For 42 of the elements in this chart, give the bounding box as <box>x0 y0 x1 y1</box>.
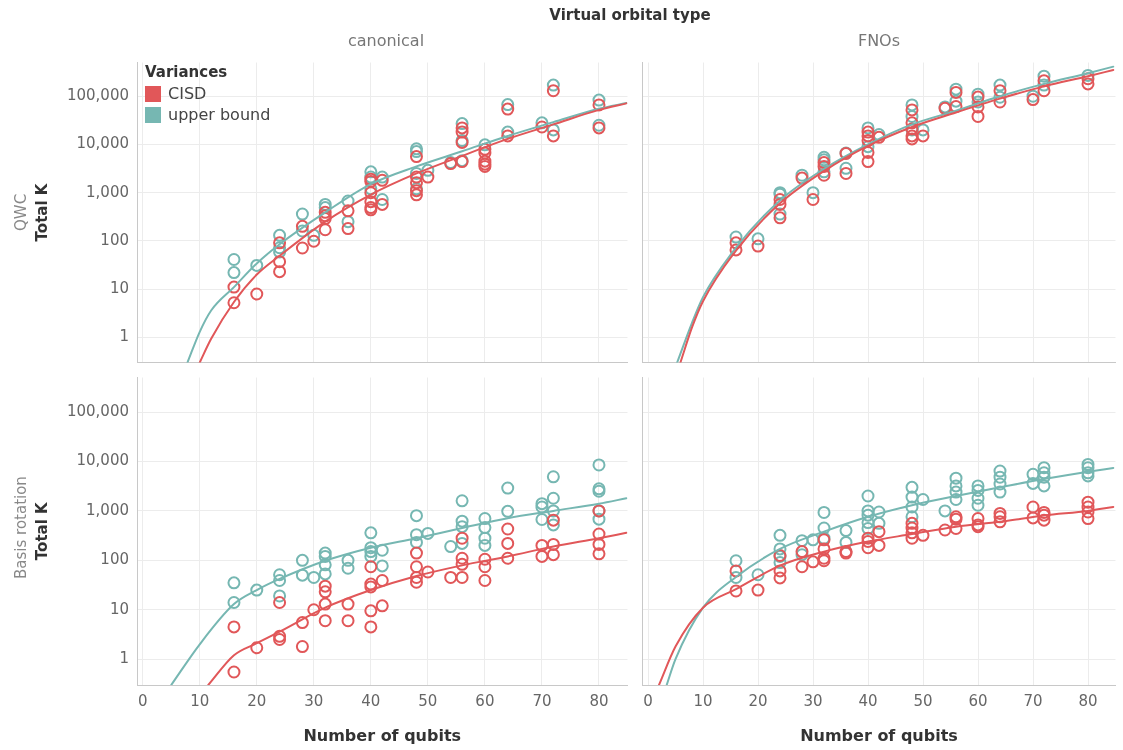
text: QWC <box>12 192 30 234</box>
y-tick-label: 100,000 <box>66 401 129 420</box>
y-tick-label: 10,000 <box>76 134 129 153</box>
x-tick-label: 0 <box>137 691 148 710</box>
x-tick-label: 10 <box>693 691 713 710</box>
y-tick-label: 1,000 <box>86 182 129 201</box>
y-tick-label: 100 <box>100 230 129 249</box>
x-tick-label: 80 <box>589 691 609 710</box>
x-axis-title: Number of qubits <box>303 725 462 745</box>
x-tick-label: 30 <box>803 691 823 710</box>
legend-title: Variances <box>145 63 229 81</box>
y-tick-label: 10 <box>109 278 129 297</box>
x-tick-label: 10 <box>190 691 210 710</box>
legend-label: CISD <box>168 84 207 103</box>
y-tick-label: 100,000 <box>66 86 129 105</box>
x-tick-label: 60 <box>968 691 988 710</box>
x-tick-label: 80 <box>1078 691 1098 710</box>
y-tick-label: 100 <box>100 550 129 569</box>
x-tick-label: 0 <box>643 691 653 710</box>
text: Basis rotation <box>12 475 30 581</box>
x-tick-label: 50 <box>913 691 933 710</box>
y-tick-label: 1,000 <box>86 500 129 519</box>
chart-title: Virtual orbital type <box>548 6 712 24</box>
x-tick-label: 60 <box>475 691 495 710</box>
x-tick-label: 30 <box>304 691 324 710</box>
x-tick-label: 70 <box>1023 691 1043 710</box>
chart-subtitle: canonical <box>346 31 426 50</box>
x-tick-label: 40 <box>858 691 878 710</box>
y-axis-title: Total K <box>32 500 51 561</box>
x-tick-label: 50 <box>418 691 438 710</box>
y-tick-label: 1 <box>119 327 129 346</box>
y-tick-label: 10 <box>109 599 129 618</box>
y-tick-label: 1 <box>119 649 129 668</box>
chart-subtitle: FNOs <box>856 31 902 50</box>
x-axis-title: Number of qubits <box>800 725 958 745</box>
x-tick-label: 70 <box>532 691 552 710</box>
x-tick-label: 40 <box>361 691 381 710</box>
x-tick-label: 20 <box>748 691 768 710</box>
legend-label: upper bound <box>168 105 271 124</box>
y-tick-label: 10,000 <box>76 451 129 470</box>
y-axis-title: Total K <box>32 182 51 242</box>
x-tick-label: 20 <box>247 691 267 710</box>
